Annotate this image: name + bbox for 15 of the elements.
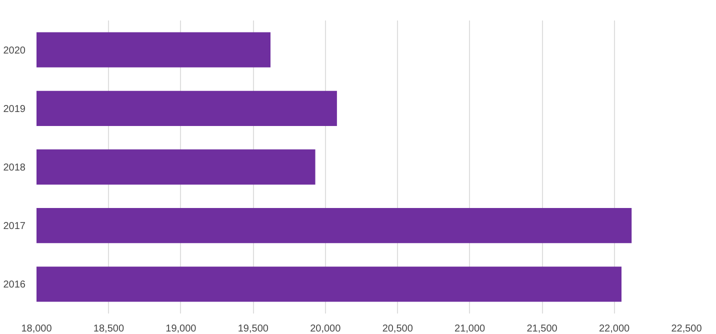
x-tick-label: 18,500: [93, 324, 124, 334]
y-tick-label: 2016: [3, 280, 26, 291]
x-tick-label: 22,500: [671, 324, 702, 334]
x-tick-label: 21,000: [454, 324, 486, 334]
x-tick-label: 19,000: [166, 324, 197, 334]
x-tick-label: 19,500: [238, 324, 269, 334]
y-tick-label: 2017: [3, 221, 26, 232]
y-tick-label: 2020: [3, 45, 26, 56]
x-tick-label: 20,500: [382, 324, 414, 334]
x-tick-label: 18,000: [21, 324, 52, 334]
y-tick-label: 2019: [3, 104, 26, 115]
x-tick-label: 21,500: [526, 324, 558, 334]
x-tick-label: 20,000: [310, 324, 342, 334]
y-tick-label: 2018: [3, 162, 26, 174]
x-tick-label: 22,000: [598, 324, 630, 334]
